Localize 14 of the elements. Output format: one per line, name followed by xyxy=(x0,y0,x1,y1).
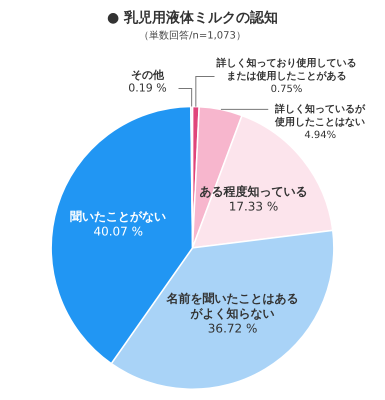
slice-label: 名前を聞いたことはあるがよく知らない xyxy=(166,292,299,321)
slice-label: 詳しく知っているが使用したことはない xyxy=(274,103,366,128)
data-label: 36.72 % xyxy=(208,322,258,336)
chart-title: ● 乳児用液体ミルクの認知 xyxy=(106,9,278,26)
data-label: 40.07 % xyxy=(93,224,144,239)
slice-label: ある程度知っている xyxy=(199,184,308,198)
data-label: 17.33 % xyxy=(228,199,278,214)
slice-label: 聞いたことがない xyxy=(70,210,166,224)
slice-label: 詳しく知っており使用しているまたは使用したことがある xyxy=(216,57,356,82)
chart-subtitle: （単数回答/n=1,073） xyxy=(139,29,246,42)
data-label: 0.75% xyxy=(270,84,302,96)
slice-label: その他 xyxy=(131,68,165,82)
data-label: 0.19 % xyxy=(128,81,167,94)
data-label: 4.94% xyxy=(304,130,336,142)
